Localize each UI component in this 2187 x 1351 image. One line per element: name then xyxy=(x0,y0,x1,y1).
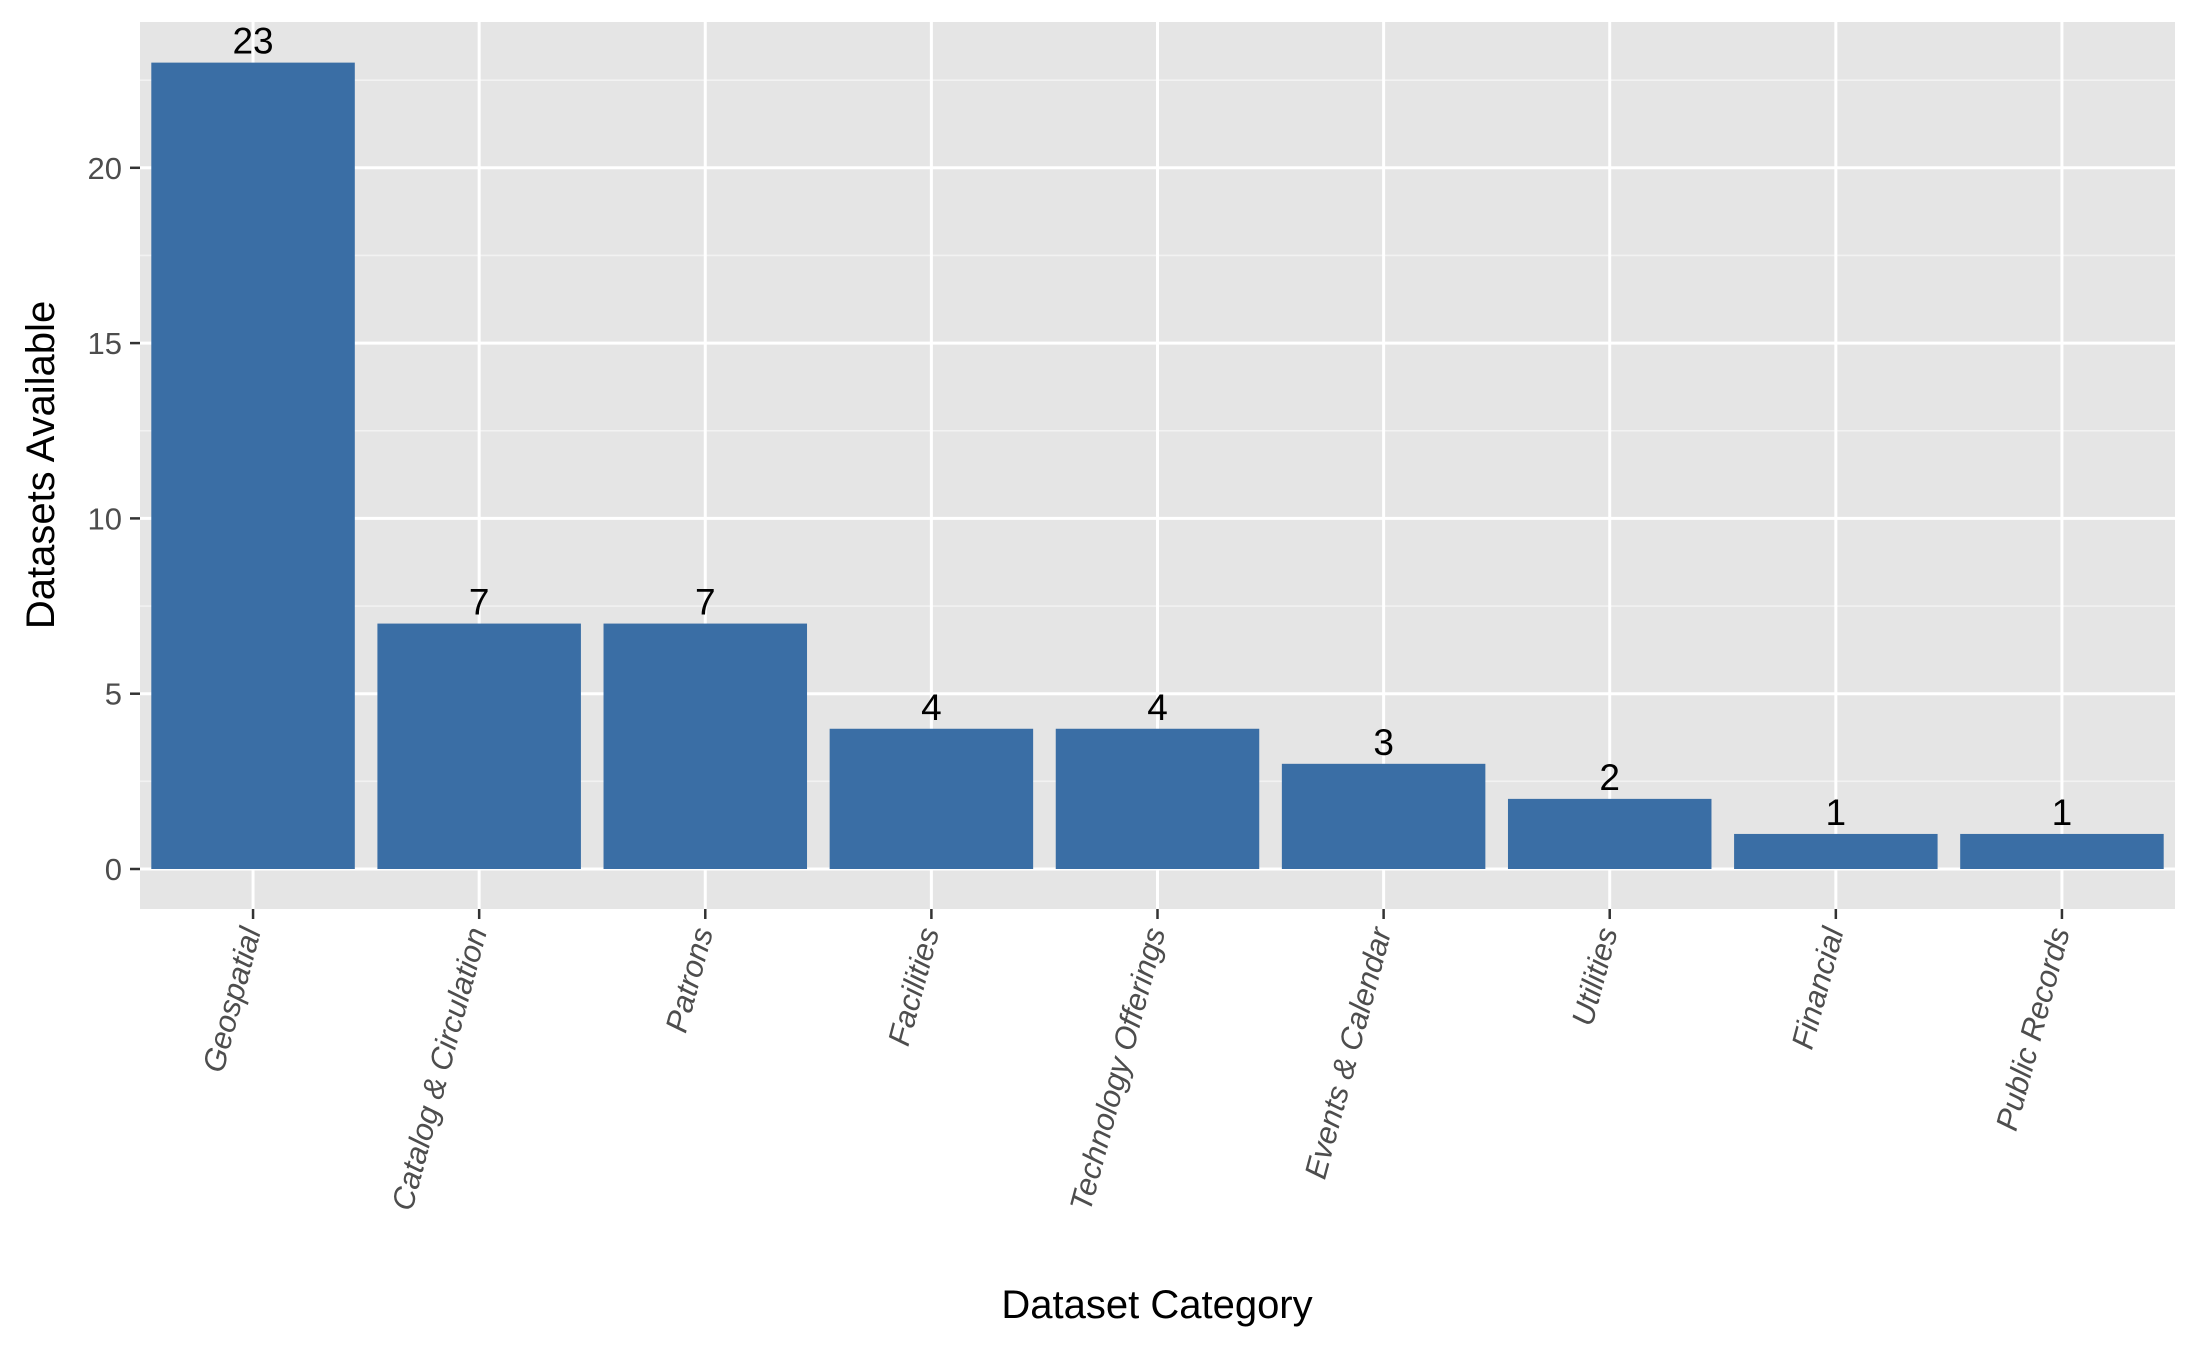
y-axis-title: Datasets Available xyxy=(19,301,63,629)
x-axis-title: Dataset Category xyxy=(1001,1283,1312,1327)
bar xyxy=(1055,728,1260,869)
bar xyxy=(1281,763,1486,869)
bar-value-label: 7 xyxy=(469,582,490,623)
bar xyxy=(151,62,355,870)
x-tick-label: Geospatial xyxy=(196,923,268,1076)
bar xyxy=(1960,833,2164,869)
bar xyxy=(1734,833,1938,869)
y-tick-label: 5 xyxy=(105,677,122,712)
x-tick-label: Financial xyxy=(1785,923,1851,1053)
x-tick-label: Utilities xyxy=(1565,924,1625,1030)
bar-value-label: 4 xyxy=(921,687,942,728)
bar xyxy=(377,623,581,869)
bar-value-label: 4 xyxy=(1147,687,1168,728)
bar xyxy=(603,623,808,869)
bars xyxy=(151,62,2164,870)
bar-value-label: 3 xyxy=(1373,722,1394,763)
x-tick-label: Patrons xyxy=(659,924,720,1036)
bar-value-label: 23 xyxy=(232,21,273,62)
y-tick-label: 0 xyxy=(105,852,122,887)
y-tick-label: 20 xyxy=(88,151,122,186)
x-tick-label: Technology Offerings xyxy=(1063,924,1172,1215)
x-tick-label: Public Records xyxy=(1989,924,2077,1134)
bar-value-label: 7 xyxy=(695,582,716,623)
x-tick-label: Events & Calendar xyxy=(1298,922,1399,1182)
bar xyxy=(829,728,1034,869)
x-tick-label: Catalog & Circulation xyxy=(385,924,494,1214)
bar-value-label: 2 xyxy=(1599,757,1620,798)
y-tick-label: 10 xyxy=(88,501,122,536)
bar-value-label: 1 xyxy=(2052,792,2073,833)
bar xyxy=(1507,798,1712,869)
y-axis: 0 5 10 15 20 xyxy=(88,151,140,887)
x-tick-label: Facilities xyxy=(881,924,946,1050)
bar-value-label: 1 xyxy=(1826,792,1847,833)
bar-labels: 23 7 7 4 4 3 2 1 1 xyxy=(232,21,2072,833)
x-axis: Geospatial Catalog & Circulation Patrons Fa… xyxy=(196,909,2077,1215)
y-tick-label: 15 xyxy=(88,326,122,361)
